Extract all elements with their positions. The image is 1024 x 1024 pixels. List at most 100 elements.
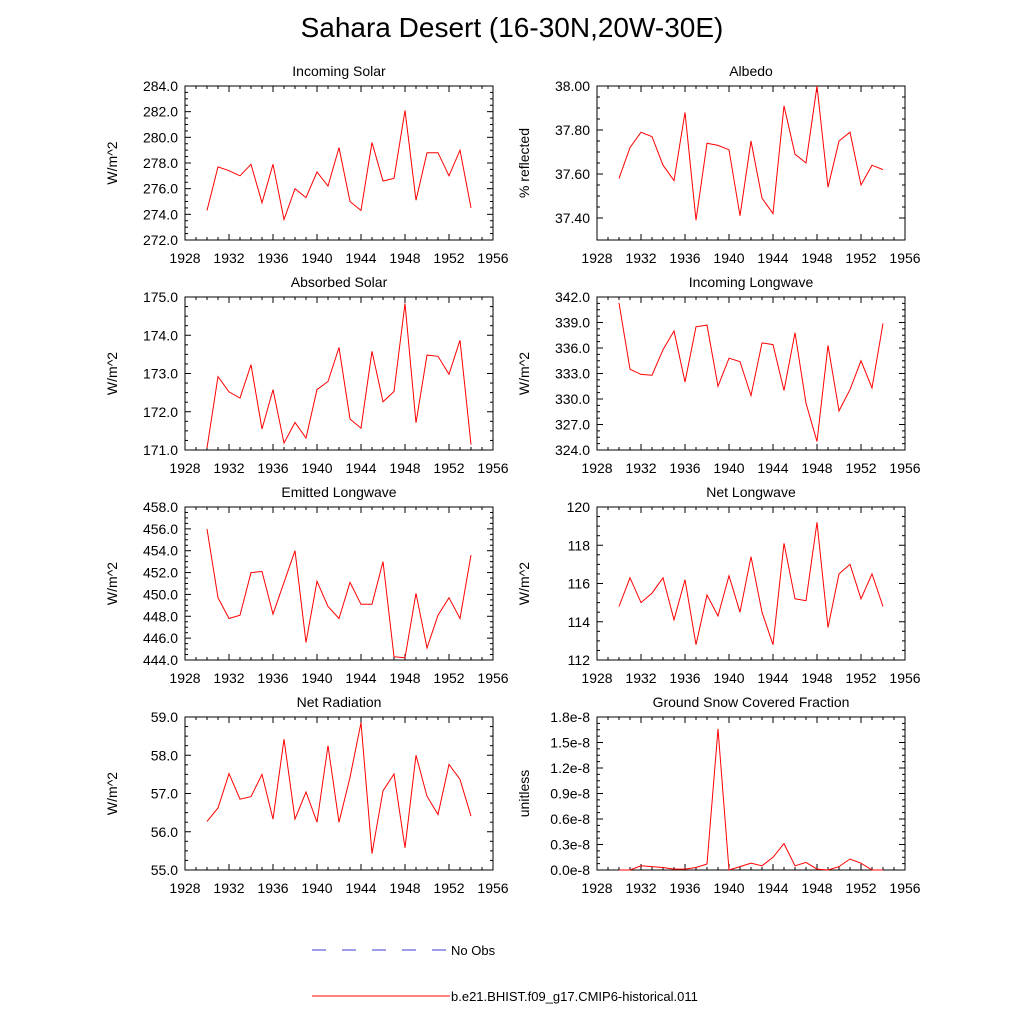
x-tick-label: 1940: [301, 670, 332, 686]
y-tick-label: 56.0: [151, 824, 178, 840]
x-tick-label: 1948: [389, 880, 420, 896]
panel-8: Ground Snow Covered Fraction unitless 1928…: [516, 694, 921, 896]
panel-5: Emitted Longwave W/m^2 1928 1932 1936 1940 194…: [104, 484, 509, 686]
x-tick-label: 1936: [669, 250, 700, 266]
x-tick-label: 1944: [345, 460, 376, 476]
plot-frame: [596, 296, 906, 451]
x-tick-label: 1944: [757, 880, 788, 896]
y-axis-label: % reflected: [516, 128, 532, 198]
x-tick-label: 1940: [301, 880, 332, 896]
y-axis-label: W/m^2: [516, 562, 532, 605]
plot-frame: [184, 85, 494, 241]
x-tick-label: 1940: [301, 460, 332, 476]
x-tick-label: 1944: [757, 460, 788, 476]
y-tick-label: 327.0: [555, 417, 590, 433]
y-tick-label: 282.0: [143, 104, 178, 120]
y-tick-label: 336.0: [555, 340, 590, 356]
y-tick-label: 0.3e-8: [550, 837, 590, 853]
panel-1: Incoming Solar W/m^2 1928 1932 1936 1940 1944 1…: [104, 63, 509, 266]
x-tick-label: 1932: [213, 880, 244, 896]
y-tick-label: 58.0: [151, 747, 178, 763]
x-tick-label: 1928: [169, 670, 200, 686]
y-tick-label: 37.60: [555, 166, 590, 182]
series-line: [206, 528, 472, 659]
y-tick-label: 324.0: [555, 442, 590, 458]
x-tick-label: 1952: [845, 670, 876, 686]
x-tick-label: 1940: [713, 250, 744, 266]
panel-2: Albedo % reflected 1928 1932 1936 1940 1944 194…: [516, 63, 921, 266]
x-tick-label: 1956: [889, 880, 920, 896]
x-tick-label: 1952: [433, 670, 464, 686]
x-tick-label: 1936: [257, 880, 288, 896]
series-line: [618, 85, 884, 221]
y-tick-label: 1.2e-8: [550, 760, 590, 776]
y-tick-label: 278.0: [143, 155, 178, 171]
x-tick-label: 1944: [345, 670, 376, 686]
x-tick-label: 1932: [625, 460, 656, 476]
x-tick-label: 1956: [477, 250, 508, 266]
y-tick-label: 284.0: [143, 78, 178, 94]
panel-6: Net Longwave W/m^2 1928 1932 1936 1940 1944 194…: [516, 484, 921, 686]
x-tick-label: 1928: [581, 880, 612, 896]
x-tick-label: 1944: [345, 880, 376, 896]
plot-frame: [596, 716, 906, 871]
y-tick-label: 280.0: [143, 129, 178, 145]
y-tick-label: 1.5e-8: [550, 735, 590, 751]
x-tick-label: 1956: [477, 880, 508, 896]
y-tick-label: 59.0: [151, 709, 178, 725]
y-tick-label: 0.0e-8: [550, 862, 590, 878]
y-tick-label: 450.0: [143, 586, 178, 602]
y-tick-label: 114: [568, 614, 591, 630]
panel-title: Emitted Longwave: [281, 484, 396, 500]
panel-title: Albedo: [729, 63, 773, 79]
panel-title: Net Radiation: [297, 694, 382, 710]
figure-title: Sahara Desert (16-30N,20W-30E): [300, 12, 724, 43]
y-axis-label: W/m^2: [104, 141, 120, 184]
x-tick-label: 1948: [389, 670, 420, 686]
y-axis-label: W/m^2: [516, 352, 532, 395]
x-tick-label: 1932: [213, 460, 244, 476]
y-tick-label: 173.0: [143, 366, 178, 382]
y-tick-label: 446.0: [143, 630, 178, 646]
legend-obs-label: No Obs: [451, 943, 496, 958]
x-tick-label: 1948: [389, 460, 420, 476]
y-tick-label: 456.0: [143, 521, 178, 537]
y-axis-label: W/m^2: [104, 562, 120, 605]
series-line: [618, 522, 884, 645]
panel-4: Incoming Longwave W/m^2 1928 1932 1936 1940 19…: [516, 274, 921, 476]
x-tick-label: 1956: [889, 460, 920, 476]
legend-model-label: b.e21.BHIST.f09_g17.CMIP6-historical.011: [451, 989, 698, 1004]
panel-7: Net Radiation W/m^2 1928 1932 1936 1940 1944 19…: [104, 694, 509, 896]
y-tick-label: 175.0: [143, 289, 178, 305]
plot-frame: [184, 296, 494, 451]
y-tick-label: 112: [568, 652, 591, 668]
y-tick-label: 38.00: [555, 78, 590, 94]
y-tick-label: 0.9e-8: [550, 786, 590, 802]
series-line: [618, 302, 884, 442]
plot-frame: [184, 506, 494, 661]
y-tick-label: 172.0: [143, 404, 178, 420]
y-tick-label: 274.0: [143, 206, 178, 222]
y-tick-label: 118: [568, 537, 591, 553]
y-axis-label: W/m^2: [104, 772, 120, 815]
y-tick-label: 454.0: [143, 543, 178, 559]
y-tick-label: 55.0: [151, 862, 178, 878]
x-tick-label: 1932: [625, 880, 656, 896]
x-tick-label: 1932: [213, 670, 244, 686]
x-tick-label: 1944: [345, 250, 376, 266]
x-tick-label: 1956: [889, 250, 920, 266]
panel-3: Absorbed Solar W/m^2 1928 1932 1936 1940 1944 1…: [104, 274, 509, 476]
y-tick-label: 452.0: [143, 565, 178, 581]
x-tick-label: 1952: [433, 880, 464, 896]
series-line: [206, 303, 472, 449]
y-tick-label: 330.0: [555, 391, 590, 407]
y-tick-label: 276.0: [143, 181, 178, 197]
x-tick-label: 1952: [845, 880, 876, 896]
x-tick-label: 1948: [801, 250, 832, 266]
x-tick-label: 1928: [169, 880, 200, 896]
x-tick-label: 1936: [257, 460, 288, 476]
x-tick-label: 1936: [669, 880, 700, 896]
y-tick-label: 116: [568, 576, 591, 592]
y-tick-label: 342.0: [555, 289, 590, 305]
plot-frame: [596, 85, 906, 241]
